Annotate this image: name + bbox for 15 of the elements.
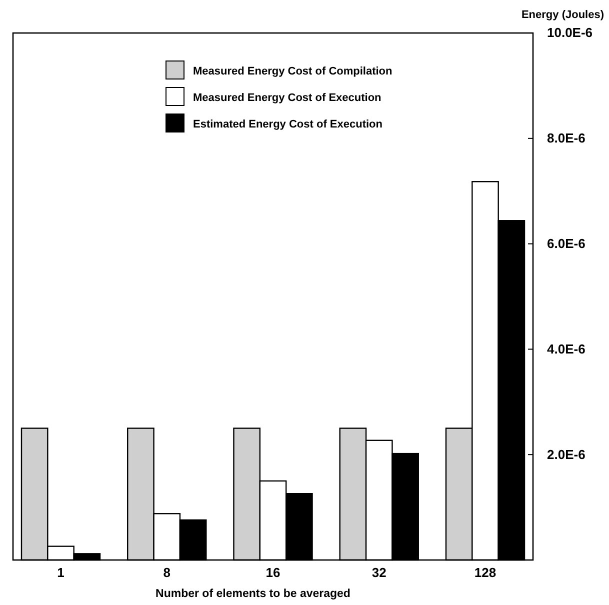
x-tick-label: 128	[474, 565, 496, 580]
legend-label: Estimated Energy Cost of Execution	[193, 118, 383, 130]
legend-label: Measured Energy Cost of Compilation	[193, 65, 393, 78]
x-tick-label: 8	[163, 565, 170, 580]
y-tick-label: 8.0E-6	[547, 130, 586, 146]
x-axis-title: Number of elements to be averaged	[156, 588, 350, 600]
y-axis-title: Energy (Joules)	[521, 9, 604, 21]
y-tick-label: 4.0E-6	[547, 341, 586, 356]
y-tick-label: 10.0E-6	[547, 25, 593, 40]
x-tick-label: 32	[372, 565, 386, 580]
y-tick-label: 2.0E-6	[547, 446, 586, 462]
x-tick-label: 16	[266, 565, 280, 580]
y-tick-label: 6.0E-6	[547, 236, 586, 251]
legend-label: Measured Energy Cost of Execution	[193, 92, 382, 104]
x-tick-label: 1	[57, 565, 64, 580]
